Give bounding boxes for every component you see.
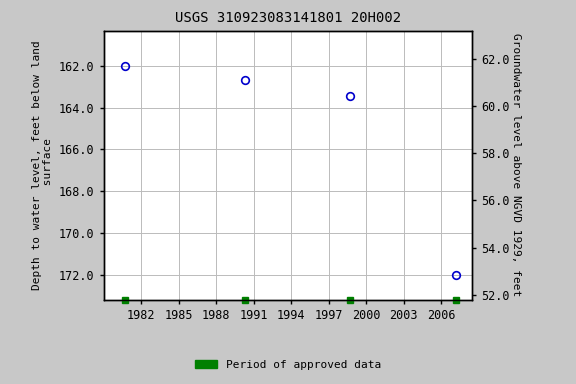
Y-axis label: Depth to water level, feet below land
 surface: Depth to water level, feet below land su…: [32, 40, 54, 290]
Title: USGS 310923083141801 20H002: USGS 310923083141801 20H002: [175, 12, 401, 25]
Legend: Period of approved data: Period of approved data: [191, 356, 385, 375]
Y-axis label: Groundwater level above NGVD 1929, feet: Groundwater level above NGVD 1929, feet: [511, 33, 521, 297]
